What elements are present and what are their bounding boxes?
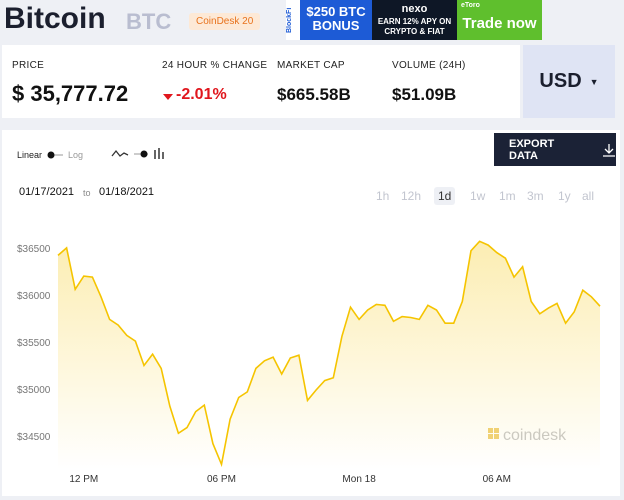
date-to[interactable]: 01/18/2021: [99, 186, 155, 198]
ad-nexo[interactable]: nexo EARN 12% APY ON CRYPTO & FIAT: [372, 0, 457, 40]
download-icon: [603, 143, 616, 157]
stat-label: 24 HOUR % CHANGE: [162, 60, 268, 71]
range-button[interactable]: all: [582, 189, 595, 203]
ad-text: Trade now: [462, 15, 537, 32]
currency: USD: [539, 70, 582, 92]
y-tick-label: $35000: [17, 385, 51, 396]
stat-value: -2.01%: [176, 86, 227, 103]
y-tick-label: $35500: [17, 338, 51, 349]
scale-toggle[interactable]: [47, 151, 65, 159]
range-button[interactable]: 1y: [558, 189, 571, 203]
ad-brand: nexo: [401, 3, 428, 15]
ad-blockfi[interactable]: BlockFi $250 BTC BONUS: [286, 0, 372, 40]
currency-select[interactable]: USD ▼: [523, 45, 615, 118]
x-tick-label: Mon 18: [342, 474, 376, 485]
ad-etoro[interactable]: eToro Trade now: [457, 0, 542, 40]
ad-brand: eToro: [461, 2, 480, 9]
index-badge[interactable]: CoinDesk 20: [189, 13, 261, 30]
y-tick-label: $34500: [17, 432, 51, 443]
stat-label: VOLUME (24H): [392, 60, 466, 71]
range-button[interactable]: 1m: [499, 189, 516, 203]
scale-log[interactable]: Log: [68, 150, 84, 160]
ad-text: EARN 12% APY ON CRYPTO & FIAT: [377, 17, 452, 36]
ad-text: $250 BTC BONUS: [306, 4, 366, 33]
price-line: [57, 240, 601, 468]
range-button[interactable]: 12h: [401, 189, 422, 203]
stat-label: MARKET CAP: [277, 60, 345, 71]
stat-value: $51.09B: [392, 85, 457, 104]
export-label: EXPORT DATA: [509, 137, 555, 162]
stat-value: $ 35,777.72: [12, 81, 129, 106]
stats-panel: PRICE $ 35,777.72 24 HOUR % CHANGE -2.01…: [2, 45, 520, 118]
coin-symbol: BTC: [126, 9, 172, 34]
range-button[interactable]: 3m: [527, 189, 544, 203]
stat-label: PRICE: [12, 60, 45, 71]
stat-value: $665.58B: [277, 85, 351, 104]
y-tick-label: $36000: [17, 291, 51, 302]
range-button[interactable]: 1w: [470, 189, 486, 203]
x-tick-label: 12 PM: [69, 474, 98, 485]
y-tick-label: $36500: [17, 244, 51, 255]
range-button[interactable]: 1d: [434, 187, 456, 205]
price-area: [58, 241, 600, 470]
range-button[interactable]: 1h: [376, 189, 390, 203]
chart-type-icons[interactable]: [110, 146, 166, 162]
scale-linear[interactable]: Linear: [17, 150, 43, 160]
date-from[interactable]: 01/17/2021: [19, 186, 75, 198]
x-tick-label: 06 PM: [207, 474, 236, 485]
coin-name: Bitcoin: [4, 2, 106, 35]
export-button[interactable]: EXPORT DATA: [494, 133, 616, 166]
date-to-label: to: [83, 188, 91, 198]
down-arrow: [163, 94, 173, 100]
x-tick-label: 06 AM: [483, 474, 511, 485]
caret: ▼: [589, 76, 599, 87]
